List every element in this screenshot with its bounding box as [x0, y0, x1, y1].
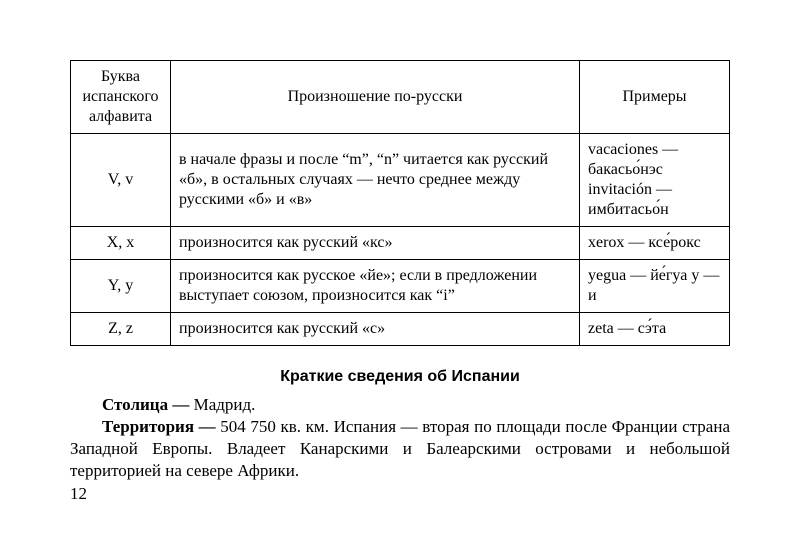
cell-examples: xerox — ксе́рокс — [580, 227, 730, 260]
cell-examples: yegua — йе́гуа y — и — [580, 260, 730, 313]
col-header-pron: Произношение по-русски — [171, 61, 580, 134]
cell-pron: произносится как русский «с» — [171, 313, 580, 346]
facts-block: Столица — Мадрид. Территория — 504 750 к… — [70, 394, 730, 482]
table-row: V, v в начале фразы и после “m”, “n” чит… — [71, 134, 730, 227]
cell-letter: Y, y — [71, 260, 171, 313]
cell-letter: X, x — [71, 227, 171, 260]
cell-examples: vacaciones — бакасьо́нэс invitación — им… — [580, 134, 730, 227]
cell-pron: в начале фразы и после “m”, “n” читается… — [171, 134, 580, 227]
cell-pron: произносится как русское «йе»; если в пр… — [171, 260, 580, 313]
col-header-letter: Буква испанского алфавита — [71, 61, 171, 134]
cell-letter: Z, z — [71, 313, 171, 346]
capital-line: Столица — Мадрид. — [70, 394, 730, 416]
section-title: Краткие сведения об Испании — [70, 368, 730, 386]
page: Буква испанского алфавита Произношение п… — [0, 0, 800, 504]
territory-label: Территория — — [102, 417, 216, 436]
table-row: X, x произносится как русский «кс» xerox… — [71, 227, 730, 260]
pronunciation-table: Буква испанского алфавита Произношение п… — [70, 60, 730, 346]
cell-letter: V, v — [71, 134, 171, 227]
col-header-examples: Примеры — [580, 61, 730, 134]
page-number: 12 — [70, 484, 730, 504]
table-row: Z, z произносится как русский «с» zeta —… — [71, 313, 730, 346]
cell-examples: zeta — сэ́та — [580, 313, 730, 346]
table-row: Y, y произносится как русское «йе»; если… — [71, 260, 730, 313]
cell-pron: произносится как русский «кс» — [171, 227, 580, 260]
table-header-row: Буква испанского алфавита Произношение п… — [71, 61, 730, 134]
territory-line: Территория — 504 750 кв. км. Испания — в… — [70, 416, 730, 482]
capital-label: Столица — — [102, 395, 189, 414]
capital-value: Мадрид. — [189, 395, 255, 414]
